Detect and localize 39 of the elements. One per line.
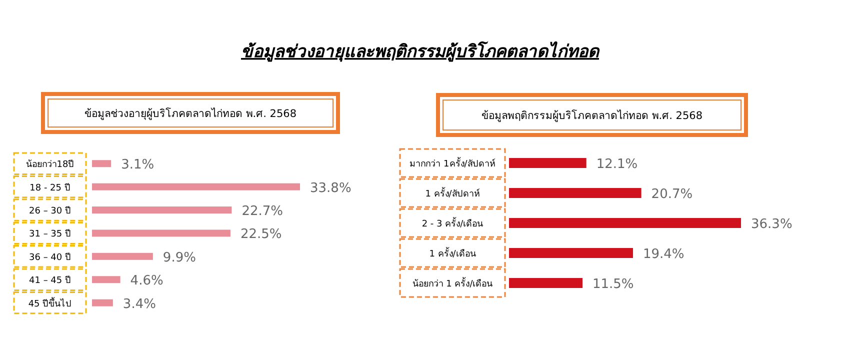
y-tick-label: 1 ครั้ง/สัปดาห์ bbox=[425, 186, 480, 200]
data-label: 12.1% bbox=[596, 157, 638, 172]
bar bbox=[92, 252, 153, 260]
data-label: 19.4% bbox=[642, 247, 684, 262]
y-tick-label: 45 ปีขึ้นไป bbox=[28, 296, 72, 310]
y-tick-label: 2 - 3 ครั้ง/เดือน bbox=[422, 216, 484, 230]
bar bbox=[92, 230, 230, 237]
bar bbox=[509, 278, 582, 288]
y-tick-label: 18 - 25 ปี bbox=[30, 182, 70, 194]
y-tick-label: 31 – 35 ปี bbox=[29, 228, 71, 240]
y-tick-label: มากกว่า 1ครั้ง/สัปดาห์ bbox=[410, 156, 496, 170]
data-label: 33.8% bbox=[310, 180, 352, 196]
y-tick-label: น้อยกว่า18ปี bbox=[26, 159, 74, 170]
bar bbox=[509, 248, 633, 258]
y-tick-label: 41 – 45 ปี bbox=[29, 275, 71, 286]
y-tick-label: 26 – 30 ปี bbox=[29, 206, 71, 216]
data-label: 9.9% bbox=[162, 250, 196, 266]
data-label: 3.1% bbox=[121, 158, 154, 173]
data-label: 20.7% bbox=[651, 187, 693, 202]
data-label: 3.4% bbox=[122, 296, 156, 312]
bar bbox=[92, 299, 113, 306]
bar bbox=[92, 183, 300, 190]
data-label: 11.5% bbox=[592, 277, 634, 292]
data-label: 36.3% bbox=[751, 217, 792, 232]
bar bbox=[509, 158, 586, 168]
bar bbox=[509, 188, 642, 198]
chart-title: ข้อมูลพฤติกรรมผู้บริโภคตลาดไก่ทอด พ.ศ. 2568 bbox=[481, 109, 703, 122]
data-label: 4.6% bbox=[130, 274, 164, 289]
text: ข้อมูลช่วงอายุและพฤติกรรมผู้บริโภคตลาดไก่ทอด bbox=[241, 41, 600, 62]
y-tick-label: 1 ครั้ง/เดือน bbox=[429, 246, 476, 260]
data-label: 22.5% bbox=[240, 227, 282, 242]
y-tick-label: น้อยกว่า 1 ครั้ง/เดือน bbox=[412, 276, 493, 290]
chart-title: ข้อมูลช่วงอายุผู้บริโภคตลาดไก่ทอด พ.ศ. 2568 bbox=[84, 107, 297, 120]
bar bbox=[92, 276, 120, 284]
bar bbox=[92, 160, 112, 168]
bar bbox=[509, 218, 741, 228]
bar bbox=[92, 206, 232, 214]
data-label: 22.7% bbox=[242, 204, 284, 219]
y-tick-label: 36 – 40 ปี bbox=[29, 252, 71, 263]
